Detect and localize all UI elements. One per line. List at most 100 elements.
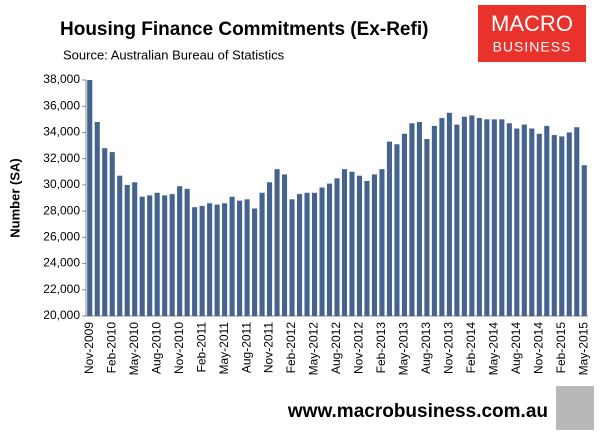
y-tick-label: 24,000 xyxy=(43,256,80,270)
x-tick-label: Nov-2014 xyxy=(531,322,545,374)
bar xyxy=(574,127,580,316)
bar xyxy=(304,192,310,316)
bar xyxy=(244,199,250,316)
footer: www.macrobusiness.com.au xyxy=(287,401,548,422)
bar xyxy=(267,182,273,316)
y-tick-label: 22,000 xyxy=(43,282,80,296)
bar xyxy=(109,152,115,316)
bar xyxy=(476,118,482,317)
y-tick-label: 26,000 xyxy=(43,230,80,244)
x-tick-label: May-2015 xyxy=(576,322,590,376)
bar xyxy=(521,124,527,316)
bar xyxy=(514,128,520,316)
bar xyxy=(349,171,355,316)
bar xyxy=(334,178,340,316)
x-tick-label: Feb-2013 xyxy=(374,322,388,374)
bar xyxy=(461,116,467,316)
chart-subtitle: Source: Australian Bureau of Statistics xyxy=(63,47,285,62)
y-tick-label: 34,000 xyxy=(43,125,80,139)
x-tick-label: May-2012 xyxy=(307,322,321,376)
x-tick-label: Nov-2009 xyxy=(82,322,96,374)
bar xyxy=(559,136,565,316)
x-tick-label: Nov-2012 xyxy=(352,322,366,374)
bar xyxy=(94,121,100,316)
bar xyxy=(199,205,205,316)
bar xyxy=(177,186,183,316)
bar xyxy=(424,139,430,316)
bar xyxy=(117,175,123,316)
bar xyxy=(379,169,385,316)
x-tick-label: May-2011 xyxy=(217,322,231,375)
y-tick-label: 38,000 xyxy=(43,72,80,86)
x-tick-label: Aug-2010 xyxy=(149,322,163,374)
x-tick-label: May-2014 xyxy=(487,322,501,376)
bar xyxy=(132,182,138,316)
bar xyxy=(409,123,415,317)
x-tick-label: Feb-2010 xyxy=(104,322,118,374)
bar xyxy=(439,118,445,317)
bar xyxy=(529,128,535,316)
x-tick-label: Nov-2011 xyxy=(262,322,276,373)
x-tick-label: Feb-2012 xyxy=(284,322,298,374)
x-tick-label: Aug-2014 xyxy=(509,322,523,374)
bar xyxy=(252,208,258,316)
bar xyxy=(282,174,288,316)
bar xyxy=(192,207,198,316)
bar xyxy=(484,119,490,316)
bar xyxy=(102,148,108,316)
bar xyxy=(431,125,437,316)
bar xyxy=(169,194,175,316)
bar xyxy=(162,195,168,316)
bar xyxy=(364,180,370,316)
bar xyxy=(296,194,303,316)
bar xyxy=(446,112,452,317)
x-tick-label: Nov-2010 xyxy=(172,322,186,374)
bar xyxy=(289,199,295,316)
x-tick-label: Feb-2011 xyxy=(194,322,208,373)
bar xyxy=(581,165,587,316)
y-tick-label: 30,000 xyxy=(43,177,80,191)
y-tick-label: 28,000 xyxy=(43,203,80,217)
bar xyxy=(319,187,325,316)
y-axis-label: Number (SA) xyxy=(7,158,22,237)
bar xyxy=(207,203,213,316)
logo-text: BUSINESS xyxy=(493,39,572,55)
x-tick-label: Feb-2015 xyxy=(554,322,568,374)
bar xyxy=(401,133,407,316)
logo-image xyxy=(556,386,594,430)
bar xyxy=(341,169,348,316)
x-tick-label: Aug-2012 xyxy=(329,322,343,374)
bar xyxy=(274,169,280,316)
y-tick-label: 36,000 xyxy=(43,98,80,112)
bar xyxy=(499,119,505,316)
y-tick-label: 32,000 xyxy=(43,151,80,165)
bar xyxy=(154,192,160,316)
x-tick-label: May-2013 xyxy=(397,322,411,376)
bar xyxy=(139,196,145,316)
bar xyxy=(491,119,497,316)
bar xyxy=(326,183,333,316)
bar xyxy=(147,195,153,316)
bar xyxy=(506,123,512,317)
bar xyxy=(356,175,363,316)
bar xyxy=(544,125,550,316)
bar xyxy=(214,204,220,316)
bar xyxy=(416,121,422,316)
bar xyxy=(394,144,400,316)
bar xyxy=(371,174,378,316)
bar xyxy=(229,196,235,316)
bar xyxy=(386,141,392,316)
x-tick-label: May-2010 xyxy=(127,322,141,376)
bar xyxy=(237,200,243,316)
logo-text: MACRO xyxy=(491,11,573,36)
bar xyxy=(87,80,93,316)
bar xyxy=(454,124,460,316)
x-tick-label: Aug-2011 xyxy=(239,322,253,373)
chart-title: Housing Finance Commitments (Ex-Refi) xyxy=(60,19,428,40)
bar xyxy=(551,135,557,316)
bar xyxy=(184,188,190,316)
bar xyxy=(536,133,542,316)
y-tick-label: 20,000 xyxy=(43,308,80,322)
logo-box xyxy=(478,5,586,62)
